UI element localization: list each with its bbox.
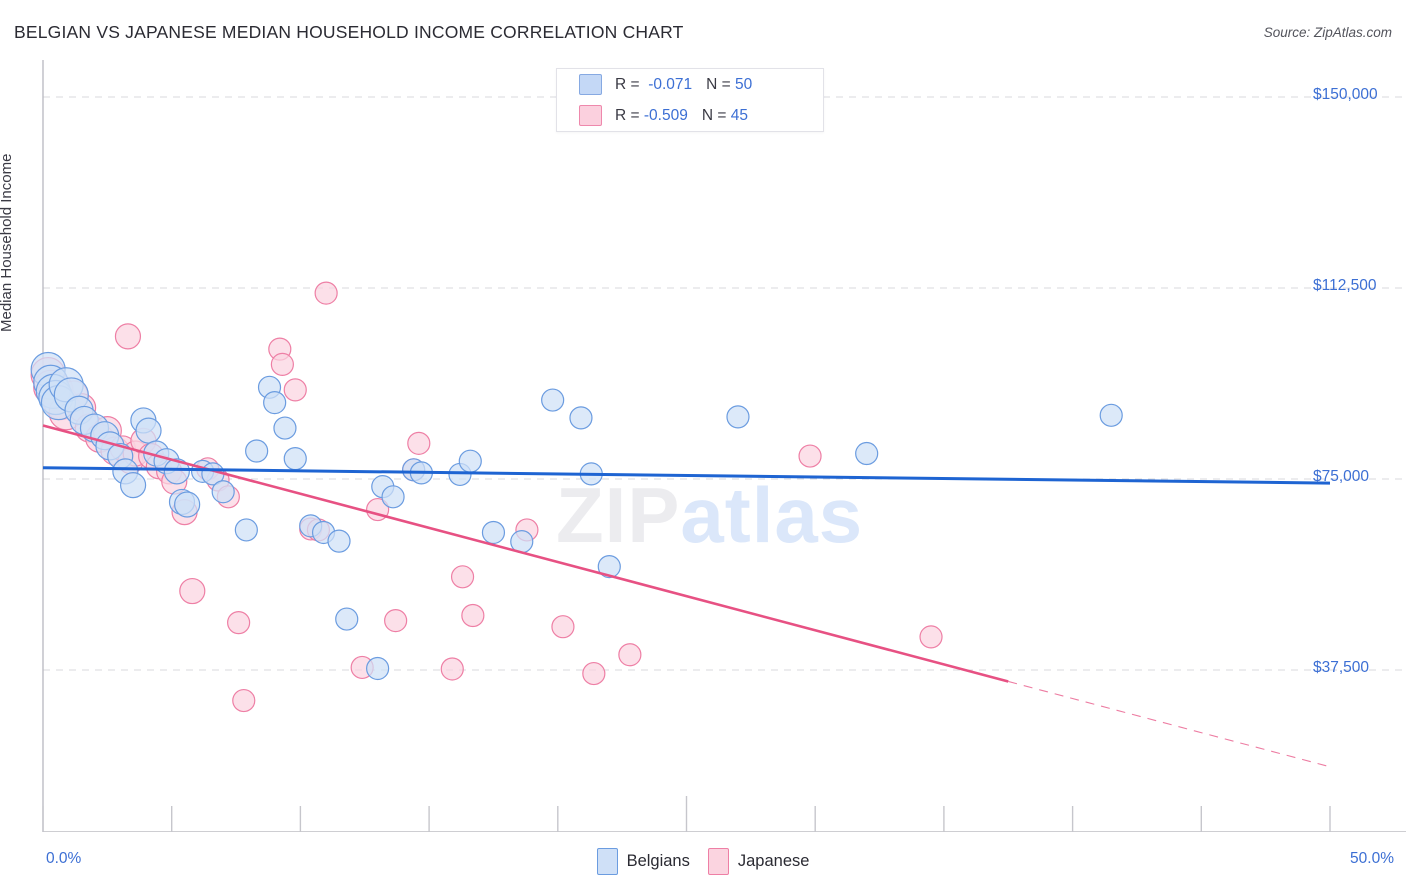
japanese-data-point[interactable] <box>227 611 251 635</box>
japanese-data-point[interactable] <box>551 615 575 639</box>
legend-item-belgians[interactable]: Belgians <box>596 848 690 875</box>
japanese-legend-swatch-icon <box>707 848 729 875</box>
source-attribution: Source: ZipAtlas.com <box>1263 25 1392 40</box>
y-tick-label-37500: $37,500 <box>1313 659 1370 676</box>
japanese-data-point[interactable] <box>283 378 307 402</box>
japanese-n-value: 45 <box>730 106 748 124</box>
belgian-r-label: R = <box>615 75 640 93</box>
belgian-data-point[interactable] <box>234 518 258 542</box>
belgian-data-point[interactable] <box>366 656 390 681</box>
belgian-data-point[interactable] <box>855 441 879 466</box>
belgian-data-point[interactable] <box>541 388 565 412</box>
page-title: BELGIAN VS JAPANESE MEDIAN HOUSEHOLD INC… <box>14 22 684 42</box>
belgian-r-value: -0.071 <box>648 75 693 93</box>
legend-label-belgians: Belgians <box>626 852 690 870</box>
y-tick-label-150000: $150,000 <box>1313 86 1378 103</box>
belgians-legend-swatch-icon <box>596 848 618 875</box>
x-tick-label-max: 50.0% <box>1350 850 1394 867</box>
japanese-trendline <box>42 424 1009 683</box>
belgian-n-value: 50 <box>735 75 753 93</box>
belgian-swatch-icon <box>579 74 602 95</box>
japanese-data-point[interactable] <box>232 688 256 713</box>
belgian-data-point[interactable] <box>283 447 307 471</box>
belgian-data-point[interactable] <box>119 472 147 499</box>
y-tick-label-112500: $112,500 <box>1313 277 1377 294</box>
belgian-data-point[interactable] <box>211 480 235 504</box>
japanese-data-point[interactable] <box>114 323 142 350</box>
legend-label-japanese: Japanese <box>737 852 810 870</box>
stat-row-belgian: R = -0.071 N = 50 <box>557 69 823 100</box>
japanese-r-label: R = <box>615 106 640 124</box>
belgian-data-point[interactable] <box>597 555 621 579</box>
belgian-data-point[interactable] <box>263 391 287 415</box>
japanese-data-point[interactable] <box>179 577 206 605</box>
series-legend: Belgians Japanese <box>0 848 1406 875</box>
correlation-stats-box: R = -0.071 N = 50 R = -0.509 N = 45 <box>556 68 824 132</box>
japanese-data-point[interactable] <box>407 431 431 455</box>
japanese-data-point[interactable] <box>384 608 408 633</box>
belgian-data-point[interactable] <box>163 458 190 485</box>
belgian-data-point[interactable] <box>135 417 162 444</box>
y-tick-label-75000: $75,000 <box>1313 468 1370 485</box>
belgian-data-point[interactable] <box>245 439 269 463</box>
belgian-data-point[interactable] <box>569 406 593 430</box>
belgian-data-point[interactable] <box>335 607 359 631</box>
japanese-n-label: N = <box>701 106 727 124</box>
belgian-n-label: N = <box>706 75 731 93</box>
belgian-trendline <box>42 466 1331 485</box>
japanese-data-point[interactable] <box>919 625 943 649</box>
japanese-data-point[interactable] <box>314 281 338 305</box>
belgian-data-point[interactable] <box>458 449 482 473</box>
legend-item-japanese[interactable]: Japanese <box>707 848 810 875</box>
japanese-swatch-icon <box>579 105 602 126</box>
belgian-data-point[interactable] <box>273 416 297 440</box>
japanese-data-point[interactable] <box>461 603 485 628</box>
x-tick-label-min: 0.0% <box>46 850 82 867</box>
scatter-plot-svg <box>30 60 1406 832</box>
japanese-data-point[interactable] <box>270 352 294 376</box>
belgian-data-point[interactable] <box>327 529 351 553</box>
belgian-data-point[interactable] <box>174 491 201 518</box>
japanese-data-point[interactable] <box>798 444 822 468</box>
japanese-r-text: R = -0.509 N = 45 <box>615 107 748 125</box>
belgian-data-point[interactable] <box>726 405 750 429</box>
plot-area: ZIPatlas <box>0 60 1406 832</box>
japanese-data-point[interactable] <box>450 565 475 589</box>
japanese-data-point[interactable] <box>440 657 464 681</box>
belgian-r-text: R = -0.071 N = 50 <box>615 76 752 94</box>
japanese-data-point[interactable] <box>582 661 606 686</box>
japanese-trendline-extrapolated <box>1008 680 1331 768</box>
japanese-r-value: -0.509 <box>643 106 688 124</box>
belgian-data-point[interactable] <box>1099 403 1123 427</box>
belgian-data-point[interactable] <box>481 520 506 545</box>
japanese-data-point[interactable] <box>618 643 642 667</box>
stat-row-japanese: R = -0.509 N = 45 <box>557 100 823 131</box>
belgian-data-point[interactable] <box>381 485 405 509</box>
